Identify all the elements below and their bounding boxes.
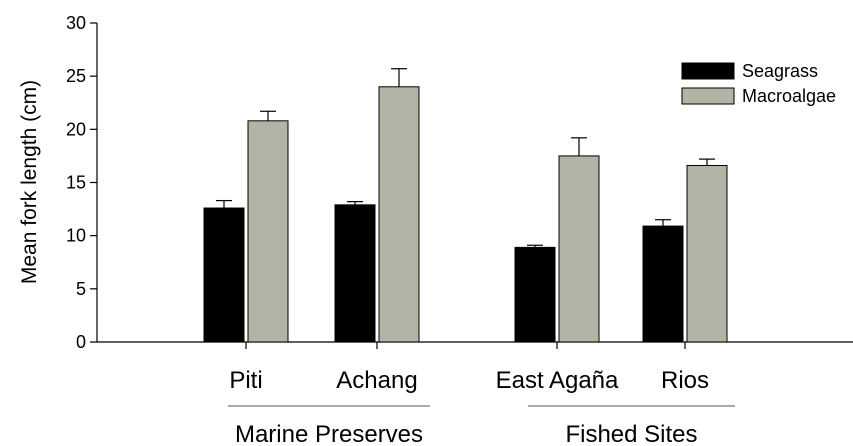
bar-seagrass-3: [642, 225, 684, 343]
group-label: Marine Preserves: [235, 421, 423, 446]
category-label: East Agaña: [496, 367, 619, 394]
legend: Seagrass Macroalgae: [681, 61, 836, 106]
bar-seagrass-1: [334, 204, 376, 343]
y-tick-label: 10: [66, 226, 86, 246]
category-label: Piti: [229, 367, 262, 394]
category-label: Achang: [336, 367, 417, 394]
y-tick-label: 5: [76, 279, 86, 299]
bar-macroalgae-0: [247, 120, 289, 343]
y-tick-label: 0: [76, 332, 86, 352]
legend-swatch-macroalgae: [681, 87, 735, 105]
labels: Mean fork length (cm) Piti Achang East Agañ…: [18, 80, 735, 446]
bar-seagrass-2: [514, 246, 556, 343]
bars: [203, 68, 728, 343]
legend-label: Macroalgae: [742, 86, 836, 106]
group-label: Fished Sites: [565, 421, 697, 446]
axes: 0 5 10 15 20 25 30: [66, 13, 853, 352]
bar-macroalgae-1: [378, 86, 420, 343]
y-tick-label: 30: [66, 13, 86, 33]
y-tick-label: 15: [66, 173, 86, 193]
legend-swatch-seagrass: [681, 62, 735, 80]
y-tick-label: 25: [66, 66, 86, 86]
bar-macroalgae-3: [686, 164, 728, 343]
y-axis-label: Mean fork length (cm): [18, 80, 41, 284]
bar-seagrass-0: [203, 207, 245, 343]
bar-macroalgae-2: [558, 155, 600, 343]
category-label: Rios: [661, 367, 709, 394]
legend-label: Seagrass: [742, 61, 818, 81]
y-tick-label: 20: [66, 119, 86, 139]
